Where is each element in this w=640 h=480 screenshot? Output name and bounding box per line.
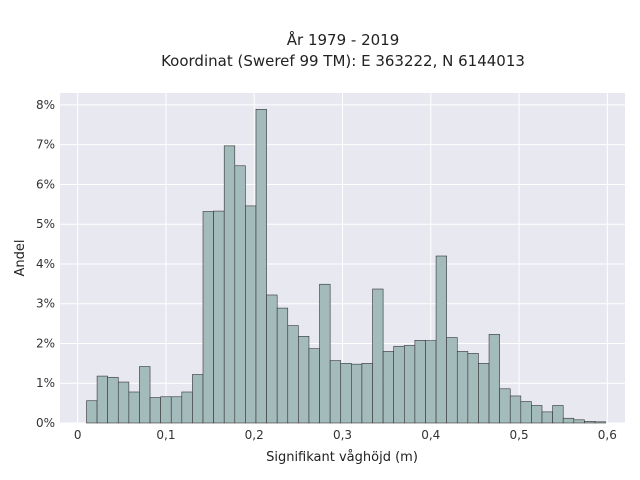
histogram-bars [86,109,606,424]
chart-subtitle: Koordinat (Sweref 99 TM): E 363222, N 61… [161,52,525,70]
histogram-bar [117,381,130,424]
y-tick-label: 0% [36,416,55,430]
histogram-bar [287,325,299,424]
histogram-bar [488,334,500,424]
histogram-bar [403,345,416,424]
y-tick-label: 2% [36,336,55,350]
histogram-bar [531,405,543,424]
histogram-bar [393,345,405,424]
histogram-bar [573,419,585,424]
histogram-bar [149,397,161,424]
x-axis-label: Signifikant våghöjd (m) [266,450,418,465]
histogram-bar [541,411,553,424]
histogram-bar [181,391,193,424]
x-axis-ticks: 0 0,1 0,2 0,3 0,4 0,5 0,6 [74,428,617,442]
chart-title: År 1979 - 2019 [287,30,400,49]
histogram-bar [509,395,522,424]
histogram-bar [340,363,352,424]
histogram-bar [96,375,108,424]
histogram-bar [351,363,363,424]
x-tick-label: 0,2 [245,428,264,442]
histogram-bar [456,351,469,424]
histogram-bar [594,421,606,424]
histogram-bar [192,374,204,424]
histogram-bar [245,205,257,424]
histogram-bar [520,401,532,424]
histogram-bar [467,353,479,424]
y-tick-label: 1% [36,376,55,390]
y-tick-label: 4% [36,257,55,271]
histogram-bar [170,396,183,424]
histogram-bar [329,360,342,424]
histogram-bar [202,211,214,424]
histogram-bar [298,336,310,424]
y-axis-ticks: 0% 1% 2% 3% 4% 5% 6% 7% 8% [36,98,55,430]
histogram-bar [414,340,426,424]
x-tick-label: 0,4 [421,428,440,442]
y-tick-label: 5% [36,217,55,231]
histogram-bar [234,165,246,424]
histogram-bar [255,109,267,424]
histogram-bar [266,294,278,424]
histogram-bar [552,405,564,424]
histogram-bar [382,351,395,424]
histogram-bar [128,391,140,424]
histogram-bar [213,210,225,424]
histogram-bar [562,417,575,424]
x-tick-label: 0,5 [510,428,529,442]
y-tick-label: 6% [36,177,55,191]
histogram-bar [584,421,596,424]
histogram-bar [446,337,458,424]
histogram-bar [276,307,289,424]
histogram-bar [499,388,511,424]
histogram-bar [86,400,98,424]
y-tick-label: 7% [36,138,55,152]
y-tick-label: 3% [36,297,55,311]
histogram-bar [107,376,119,424]
histogram-bar [223,145,236,424]
histogram-bar [372,288,384,424]
x-tick-label: 0,6 [598,428,617,442]
y-axis-label: Andel [13,240,28,277]
histogram-bar [361,363,373,424]
histogram-bar [308,348,320,424]
y-tick-label: 8% [36,98,55,112]
histogram-bar [319,283,331,424]
histogram-bar [435,255,447,424]
x-tick-label: 0,1 [156,428,175,442]
histogram-bar [160,396,172,424]
x-tick-label: 0,3 [333,428,352,442]
histogram-bar [139,366,151,424]
x-tick-label: 0 [74,428,82,442]
histogram-bar [425,340,437,424]
histogram-bar [478,363,490,424]
